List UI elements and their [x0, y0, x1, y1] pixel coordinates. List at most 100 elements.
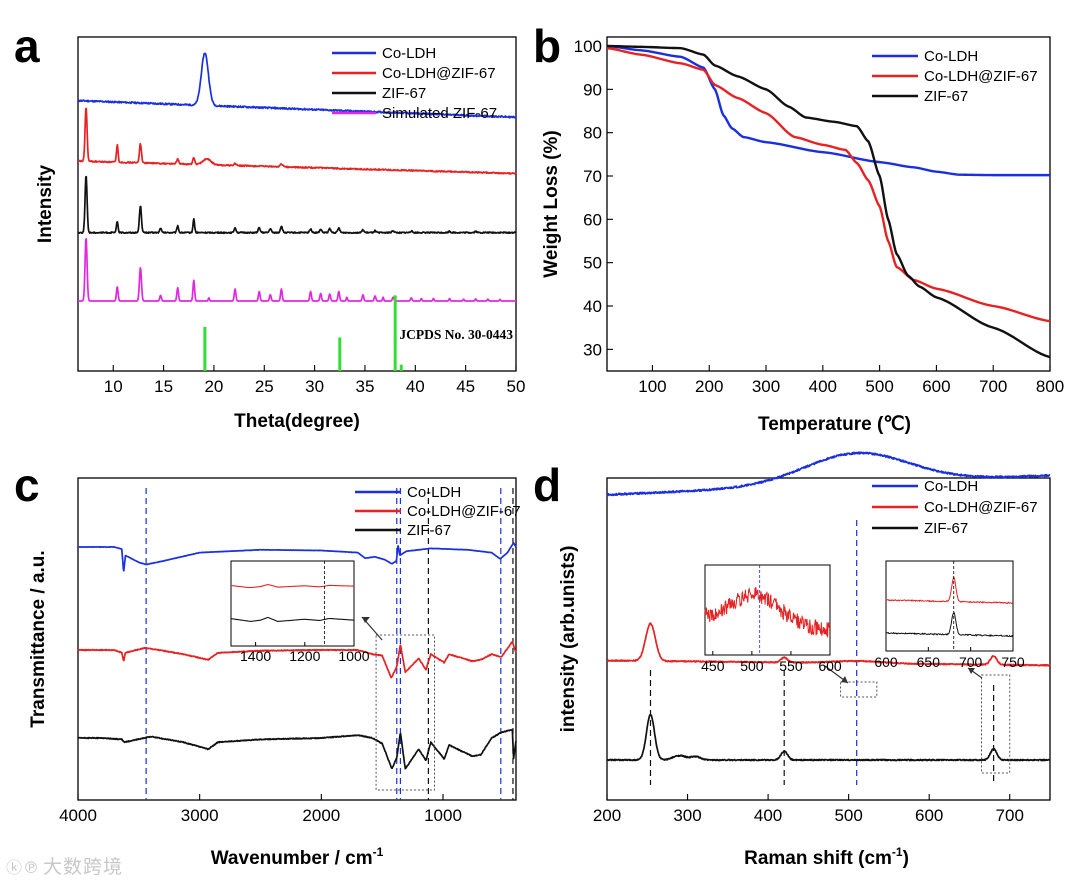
- y-tick-label: 40: [583, 297, 602, 316]
- raman-series-line: [606, 713, 1051, 762]
- inset-series-line: [885, 576, 1014, 605]
- legend-label: Simulated ZIF-67: [382, 105, 497, 122]
- legend-label: Co-LDH: [924, 48, 978, 65]
- panel-d-letter: d: [533, 459, 561, 511]
- panel-a-series: [77, 52, 517, 302]
- inset-series-line: [885, 612, 1014, 638]
- inset-x-tick-label: 750: [1001, 654, 1025, 670]
- x-tick-label: 100: [638, 377, 666, 396]
- panel-b-letter: b: [533, 20, 561, 72]
- legend-label: ZIF-67: [924, 88, 968, 105]
- panel-b-legend: Co-LDH Co-LDH@ZIF-67 ZIF-67: [872, 48, 1038, 105]
- legend-label: ZIF-67: [382, 85, 426, 102]
- x-tick-label: 200: [695, 377, 723, 396]
- x-tick-label: 45: [456, 377, 475, 396]
- x-tick-label: 35: [356, 377, 375, 396]
- legend-label: Co-LDH@ZIF-67: [407, 503, 521, 520]
- panel-a-x-axis: 10 15 20 25 30 35 40 45 50: [104, 365, 525, 396]
- panel-c-xlabel-superscript: -1: [373, 845, 384, 859]
- ftir-series-line: [77, 542, 517, 572]
- panel-a-reference-lines: [203, 295, 403, 371]
- panel-a-xlabel: Theta(degree): [234, 411, 360, 432]
- panel-b-series: [606, 44, 1051, 359]
- x-tick-label: 700: [979, 377, 1007, 396]
- ftir-series-line: [77, 641, 517, 679]
- panel-d-legend: Co-LDH Co-LDH@ZIF-67 ZIF-67: [872, 478, 1038, 537]
- panel-d-xlabel-suffix: ): [903, 848, 909, 869]
- xrd-series-line: [77, 52, 517, 119]
- x-tick-label: 1000: [424, 806, 462, 825]
- panel-d-inset-right: 600 650 700 750: [874, 560, 1025, 670]
- x-tick-label: 3000: [181, 806, 219, 825]
- y-tick-label: 90: [583, 80, 602, 99]
- panel-a-annotation: JCPDS No. 30-0443: [399, 327, 513, 342]
- inset-x-tick-label: 550: [779, 658, 803, 674]
- y-tick-label: 60: [583, 210, 602, 229]
- inset-frame: [885, 560, 1014, 652]
- inset-x-tick-label: 500: [740, 658, 764, 674]
- panel-c-letter: c: [14, 459, 40, 511]
- inset-x-tick-label: 650: [917, 654, 941, 670]
- xrd-series-line: [77, 107, 517, 175]
- panel-b-ylabel: Weight Loss (%): [541, 130, 562, 277]
- panel-c-x-axis: 4000 3000 2000 1000: [59, 794, 462, 825]
- panel-c-inset: 1400 1200 1000: [230, 560, 370, 664]
- y-tick-label: 30: [583, 340, 602, 359]
- watermark: ⓚ℗ 大数跨境: [6, 852, 123, 879]
- y-tick-label: 100: [574, 37, 602, 56]
- panel-d-frame: [606, 477, 1051, 801]
- x-tick-label: 40: [406, 377, 425, 396]
- legend-label: ZIF-67: [924, 520, 968, 537]
- x-tick-label: 600: [915, 806, 943, 825]
- x-tick-label: 2000: [302, 806, 340, 825]
- legend-label: Co-LDH@ZIF-67: [382, 65, 496, 82]
- legend-label: Co-LDH: [382, 45, 436, 62]
- tga-series-line: [606, 44, 1051, 359]
- panel-d-zoom-region-right: [981, 674, 1011, 774]
- xrd-series-line: [77, 175, 517, 235]
- panel-d-xlabel-superscript: -1: [892, 845, 903, 859]
- x-tick-label: 300: [752, 377, 780, 396]
- inset-x-tick-label: 450: [701, 658, 725, 674]
- inset-frame: [230, 560, 355, 647]
- x-tick-label: 500: [865, 377, 893, 396]
- inset-x-tick-label: 1000: [338, 648, 369, 664]
- x-tick-label: 200: [593, 806, 621, 825]
- watermark-logo-icon: ⓚ℗: [6, 858, 41, 877]
- panel-c-legend: Co-LDH Co-LDH@ZIF-67 ZIF-67: [355, 484, 521, 539]
- raman-series-line: [606, 451, 1051, 497]
- legend-label: Co-LDH: [407, 484, 461, 501]
- panel-c-series: [77, 542, 517, 770]
- panel-d-reference-lines: [649, 520, 995, 785]
- panel-d-inset-left: 450 500 550 600: [701, 564, 842, 674]
- x-tick-label: 300: [673, 806, 701, 825]
- x-tick-label: 400: [754, 806, 782, 825]
- panel-d-ylabel: intensity (arb.unists): [558, 546, 579, 733]
- inset-x-tick-label: 1400: [240, 648, 271, 664]
- panel-a-ylabel: Intensity: [35, 165, 56, 244]
- xrd-series-line: [77, 238, 517, 302]
- x-tick-label: 10: [104, 377, 123, 396]
- x-tick-label: 4000: [59, 806, 97, 825]
- x-tick-label: 700: [996, 806, 1024, 825]
- y-tick-label: 70: [583, 167, 602, 186]
- ftir-series-line: [77, 728, 517, 770]
- panel-d-series: [606, 451, 1051, 762]
- panel-c-zoom-arrowhead: [362, 617, 370, 623]
- panel-c-frame: [77, 477, 517, 801]
- panel-d-xlabel: Raman shift (cm-1): [744, 845, 909, 869]
- inset-series-line: [704, 587, 831, 638]
- panel-c-ylabel: Transmittance / a.u.: [28, 550, 49, 727]
- panel-d-zoom-arrowhead-right: [968, 668, 975, 674]
- panel-a-frame: [77, 36, 517, 372]
- panel-b-xlabel: Temperature (℃): [758, 414, 911, 435]
- x-tick-label: 25: [255, 377, 274, 396]
- x-tick-label: 500: [834, 806, 862, 825]
- panel-b-frame: [606, 36, 1051, 372]
- inset-x-tick-label: 700: [959, 654, 983, 670]
- panel-c-zoom-region: [375, 634, 435, 791]
- x-tick-label: 20: [204, 377, 223, 396]
- inset-x-tick-label: 600: [874, 654, 898, 670]
- x-tick-label: 30: [305, 377, 324, 396]
